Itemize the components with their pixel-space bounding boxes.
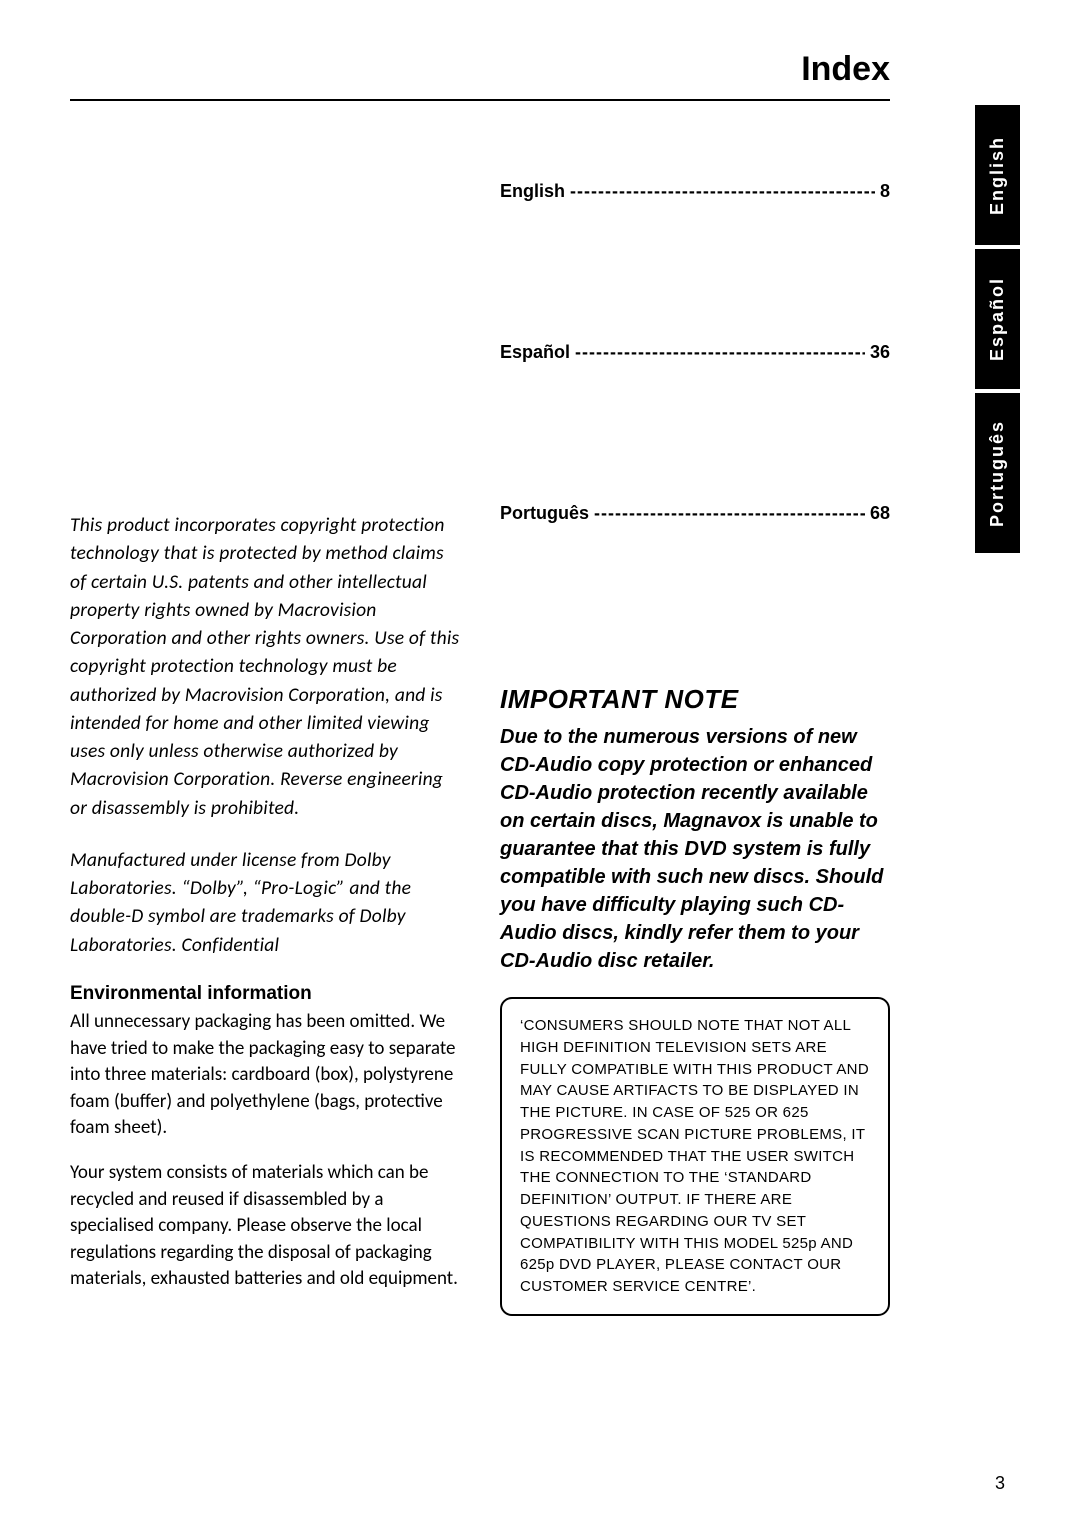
index-label: Português xyxy=(500,503,594,524)
content-columns: This product incorporates copyright prot… xyxy=(70,131,1020,1316)
tab-portugues: Português xyxy=(975,393,1020,553)
index-page: 68 xyxy=(865,503,890,524)
env-heading: Environmental information xyxy=(70,983,460,1005)
index-leader: ----------------------------------------… xyxy=(594,503,865,524)
copyright-notice: This product incorporates copyright prot… xyxy=(70,511,460,822)
title-rule xyxy=(70,99,890,101)
index-label: Español xyxy=(500,342,575,363)
index-leader: ----------------------------------------… xyxy=(570,181,875,202)
env-para-2: Your system consists of materials which … xyxy=(70,1160,460,1293)
env-para-1: All unnecessary packaging has been omitt… xyxy=(70,1009,460,1142)
important-note-heading: IMPORTANT NOTE xyxy=(500,684,890,715)
index-entry: English --------------------------------… xyxy=(500,181,890,202)
index-leader: ----------------------------------------… xyxy=(575,342,865,363)
page-number: 3 xyxy=(995,1473,1005,1494)
language-tabs: English Español Português xyxy=(975,105,1020,553)
important-note-body: Due to the numerous versions of new CD-A… xyxy=(500,723,890,975)
left-column: This product incorporates copyright prot… xyxy=(70,131,460,1316)
page-title: Index xyxy=(70,50,1020,99)
index-page: 8 xyxy=(875,181,890,202)
index-page: 36 xyxy=(865,342,890,363)
page: Index English Español Português This pro… xyxy=(0,0,1080,1529)
index-entry: Español --------------------------------… xyxy=(500,342,890,363)
consumer-notice-box: ‘CONSUMERS SHOULD NOTE THAT NOT ALL HIGH… xyxy=(500,997,890,1316)
index-entry: Português ------------------------------… xyxy=(500,503,890,524)
right-column: English --------------------------------… xyxy=(500,131,890,1316)
dolby-notice: Manufactured under license from Dolby La… xyxy=(70,846,460,959)
tab-english: English xyxy=(975,105,1020,245)
tab-espanol: Español xyxy=(975,249,1020,389)
index-label: English xyxy=(500,181,570,202)
